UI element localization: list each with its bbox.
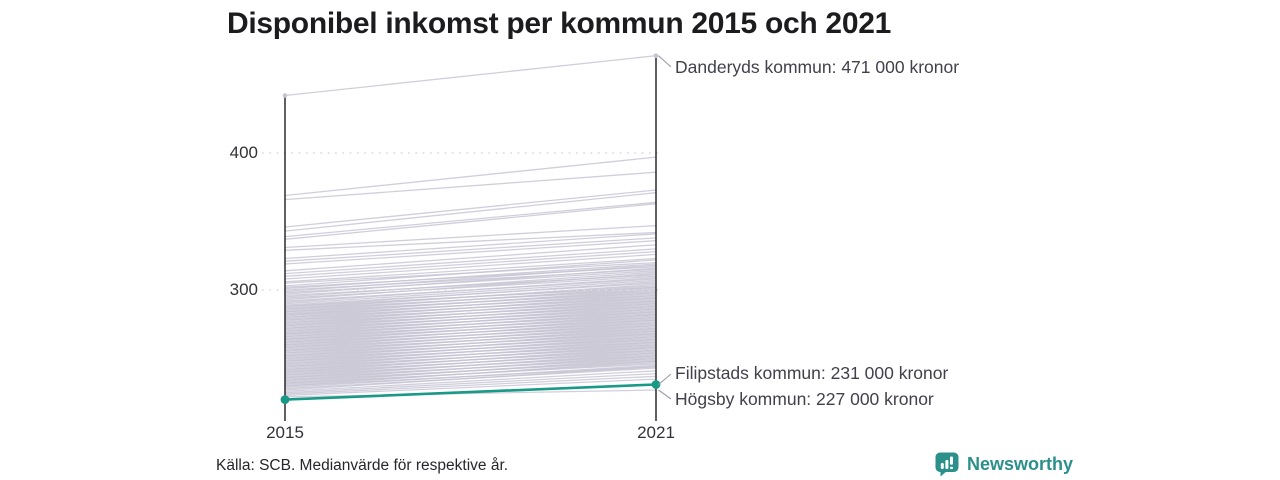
y-axis-tick-400: 400	[229, 143, 258, 162]
slope-line	[284, 272, 657, 301]
newsworthy-wordmark: Newsworthy	[967, 454, 1074, 474]
annotation-callout	[658, 373, 672, 385]
slope-line	[284, 375, 657, 395]
slope-line	[284, 352, 657, 373]
annotation-hogsby: Högsby kommun: 227 000 kronor	[675, 389, 934, 409]
slope-line	[284, 378, 657, 397]
slope-line	[284, 333, 657, 354]
slope-line	[284, 292, 657, 313]
line-endpoint-dot	[282, 93, 288, 98]
slope-line	[284, 289, 657, 310]
slope-line	[284, 366, 657, 387]
newsworthy-bar-chart-icon	[934, 451, 960, 477]
line-endpoint-dot	[653, 53, 659, 58]
slope-line	[284, 189, 657, 228]
x-axis-tick-2015: 2015	[266, 423, 304, 442]
slope-line	[284, 286, 657, 308]
slope-line	[284, 322, 657, 343]
slope-line	[284, 330, 657, 351]
slope-line	[284, 327, 657, 349]
slope-line	[284, 363, 657, 384]
slope-line	[284, 263, 657, 290]
annotation-callout	[658, 55, 672, 68]
slope-line	[284, 389, 657, 398]
slope-line	[284, 319, 657, 340]
slope-line	[284, 311, 657, 332]
slope-line	[284, 233, 657, 260]
slope-line	[284, 346, 657, 368]
slope-line	[284, 335, 657, 357]
highlight-dot-2021	[651, 380, 661, 389]
slope-line	[284, 308, 657, 330]
slope-line	[284, 271, 657, 298]
slope-line	[284, 324, 657, 346]
slope-line	[284, 253, 657, 280]
slope-line	[284, 257, 657, 283]
slope-line	[284, 357, 657, 379]
slope-line	[284, 277, 657, 303]
annotation-callout	[658, 389, 672, 400]
slope-line	[284, 55, 657, 97]
slope-line	[284, 250, 657, 277]
slope-line	[284, 264, 657, 293]
slope-line	[284, 156, 657, 197]
slope-line	[284, 259, 657, 287]
annotation-filipstad: Filipstads kommun: 231 000 kronor	[675, 363, 949, 383]
slope-line	[284, 360, 657, 382]
slope-line	[284, 267, 657, 295]
slope-line	[284, 297, 657, 319]
slope-line	[284, 281, 657, 308]
slope-line	[284, 372, 657, 394]
annotation-danderyd: Danderyds kommun: 471 000 kronor	[675, 57, 960, 77]
highlight-dot-2015	[280, 395, 290, 404]
slope-line	[284, 244, 657, 272]
slope-line	[284, 201, 657, 238]
slope-line	[284, 192, 657, 232]
slope-line	[284, 237, 657, 262]
y-axis-tick-300: 300	[229, 280, 258, 299]
slope-line	[284, 171, 657, 201]
slope-line	[284, 279, 657, 305]
slope-line	[284, 231, 657, 251]
slope-line	[284, 370, 657, 393]
slope-line	[284, 303, 657, 324]
source-note: Källa: SCB. Medianvärde för respektive å…	[216, 457, 509, 474]
slope-line	[284, 248, 657, 275]
slope-line	[284, 203, 657, 240]
newsworthy-logo[interactable]: Newsworthy	[934, 451, 1073, 477]
slope-line	[284, 341, 657, 362]
slope-line	[284, 314, 657, 335]
slope-line	[284, 294, 657, 316]
slope-line	[284, 349, 657, 371]
slope-line	[284, 338, 657, 360]
slope-line	[284, 224, 657, 249]
chart-title: Disponibel inkomst per kommun 2015 och 2…	[227, 7, 891, 40]
x-axis-tick-2021: 2021	[637, 423, 675, 442]
slope-line	[284, 300, 657, 321]
slope-line	[284, 240, 657, 265]
slope-line	[284, 366, 657, 391]
slope-line	[284, 355, 657, 376]
slope-line	[284, 316, 657, 338]
slope-line	[284, 344, 657, 365]
slope-line	[284, 305, 657, 327]
highlight-line	[284, 383, 657, 401]
